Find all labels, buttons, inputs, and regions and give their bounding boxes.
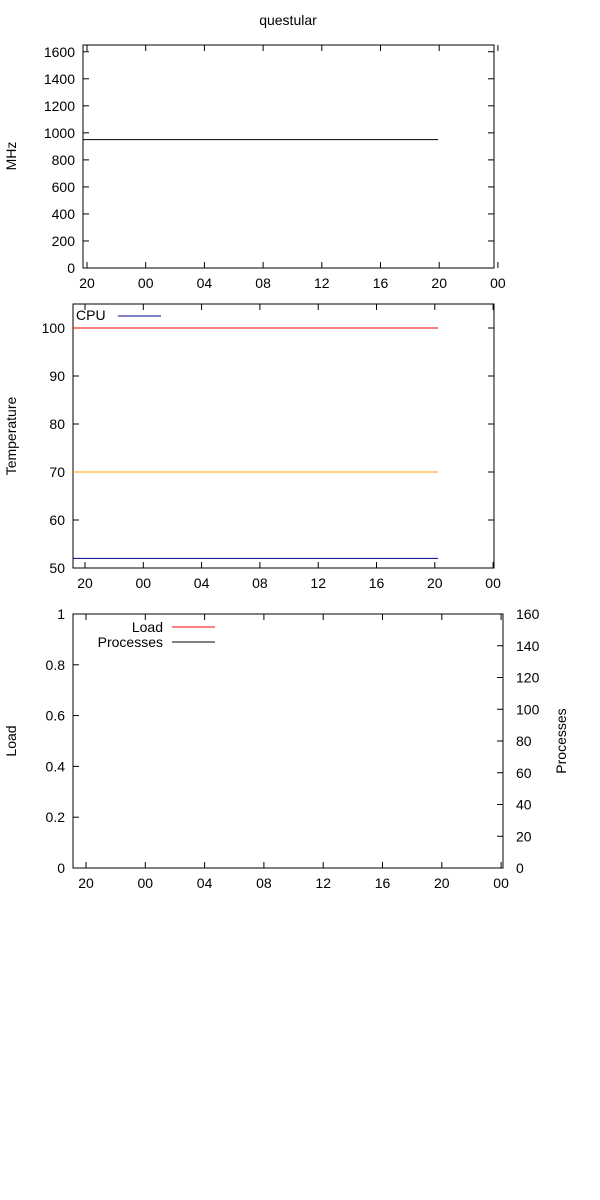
x-tick-label: 16 — [373, 275, 389, 291]
y-tick-label: 50 — [49, 560, 65, 576]
x-tick-label: 04 — [197, 275, 213, 291]
y-tick-label: 200 — [52, 233, 76, 249]
y2-tick-label: 80 — [516, 733, 532, 749]
y-axis-label: MHz — [3, 142, 19, 171]
y-tick-label: 0.6 — [46, 708, 66, 724]
y2-tick-label: 60 — [516, 765, 532, 781]
y2-tick-label: 40 — [516, 797, 532, 813]
x-tick-label: 00 — [138, 275, 154, 291]
x-tick-label: 16 — [369, 575, 385, 591]
x-tick-label: 20 — [77, 575, 93, 591]
y2-tick-label: 160 — [516, 606, 540, 622]
y2-tick-label: 140 — [516, 638, 540, 654]
x-tick-label: 16 — [375, 875, 391, 891]
x-tick-label: 00 — [485, 575, 501, 591]
x-tick-label: 04 — [197, 875, 213, 891]
x-tick-label: 20 — [427, 575, 443, 591]
y2-tick-label: 120 — [516, 670, 540, 686]
x-tick-label: 00 — [493, 875, 509, 891]
x-tick-label: 20 — [78, 875, 94, 891]
x-tick-label: 12 — [310, 575, 326, 591]
y-tick-label: 60 — [49, 512, 65, 528]
x-tick-label: 20 — [431, 275, 447, 291]
y-tick-label: 90 — [49, 368, 65, 384]
y-tick-label: 80 — [49, 416, 65, 432]
plot-frame — [72, 613, 504, 869]
y-tick-label: 70 — [49, 464, 65, 480]
y-axis-label: Temperature — [3, 396, 19, 475]
y-tick-label: 800 — [52, 152, 76, 168]
legend-label: CPU — [76, 307, 106, 323]
y-tick-label: 400 — [52, 206, 76, 222]
plot-frame — [72, 303, 495, 569]
x-tick-label: 08 — [255, 275, 271, 291]
legend-label: Load — [132, 619, 163, 635]
x-tick-label: 00 — [138, 875, 154, 891]
plot-frame — [82, 44, 495, 269]
y-tick-label: 1 — [57, 606, 65, 622]
y-tick-label: 1200 — [44, 98, 75, 114]
x-tick-label: 04 — [194, 575, 210, 591]
y2-tick-label: 100 — [516, 701, 540, 717]
x-tick-label: 08 — [252, 575, 268, 591]
y-tick-label: 600 — [52, 179, 76, 195]
y-tick-label: 1400 — [44, 71, 75, 87]
page-title: questular — [259, 12, 317, 28]
y-tick-label: 100 — [42, 320, 66, 336]
y2-tick-label: 20 — [516, 828, 532, 844]
y-tick-label: 0 — [67, 260, 75, 276]
y-axis-label: Load — [3, 725, 19, 756]
x-tick-label: 08 — [256, 875, 272, 891]
y-tick-label: 0.8 — [46, 657, 66, 673]
y-tick-label: 0.2 — [46, 809, 66, 825]
x-tick-label: 12 — [315, 875, 331, 891]
x-tick-label: 00 — [490, 275, 506, 291]
y-tick-label: 0.4 — [46, 758, 66, 774]
y2-axis-label: Processes — [553, 708, 569, 773]
x-tick-label: 12 — [314, 275, 330, 291]
y2-tick-label: 0 — [516, 860, 524, 876]
y-tick-label: 1600 — [44, 44, 75, 60]
x-tick-label: 20 — [434, 875, 450, 891]
x-tick-label: 00 — [136, 575, 152, 591]
x-tick-label: 20 — [79, 275, 95, 291]
y-tick-label: 1000 — [44, 125, 75, 141]
y-tick-label: 0 — [57, 860, 65, 876]
legend-label: Processes — [98, 634, 163, 650]
